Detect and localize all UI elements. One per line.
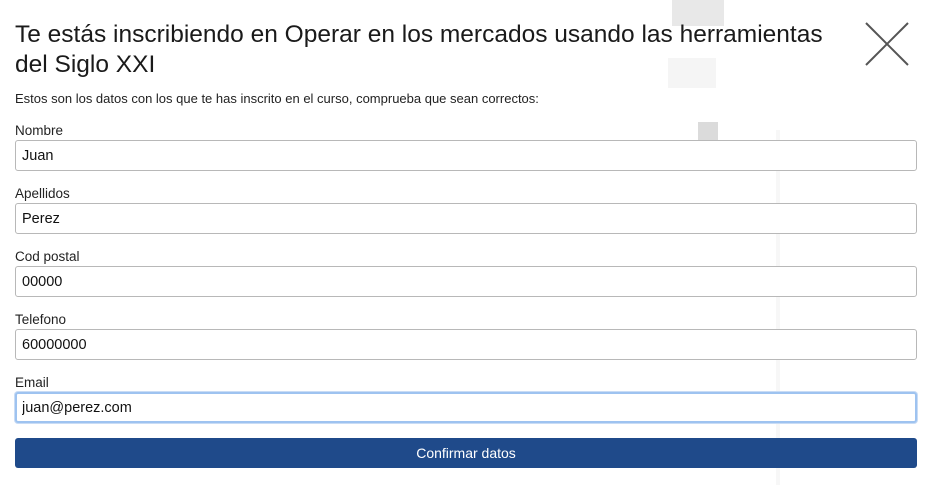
telefono-input[interactable] (15, 329, 917, 360)
cod-postal-label: Cod postal (15, 249, 80, 264)
field-cod-postal: Cod postal (15, 249, 917, 297)
telefono-label: Telefono (15, 312, 67, 327)
apellidos-label: Apellidos (15, 186, 70, 201)
background-ghost (668, 58, 716, 88)
nombre-label: Nombre (15, 123, 64, 138)
modal-title: Te estás inscribiendo en Operar en los m… (15, 21, 823, 78)
close-button[interactable] (864, 21, 910, 67)
background-ghost (672, 0, 724, 26)
email-label: Email (15, 375, 49, 390)
field-nombre: Nombre (15, 123, 917, 171)
nombre-input[interactable] (15, 140, 917, 171)
confirm-button[interactable]: Confirmar datos (15, 438, 917, 468)
background-ghost (698, 122, 718, 140)
field-telefono: Telefono (15, 312, 917, 360)
field-apellidos: Apellidos (15, 186, 917, 234)
field-email: Email (15, 375, 917, 423)
modal-subtitle: Estos son los datos con los que te has i… (15, 91, 539, 106)
apellidos-input[interactable] (15, 203, 917, 234)
background-ghost (776, 130, 780, 485)
close-icon (865, 22, 909, 66)
email-input[interactable] (15, 392, 917, 423)
cod-postal-input[interactable] (15, 266, 917, 297)
